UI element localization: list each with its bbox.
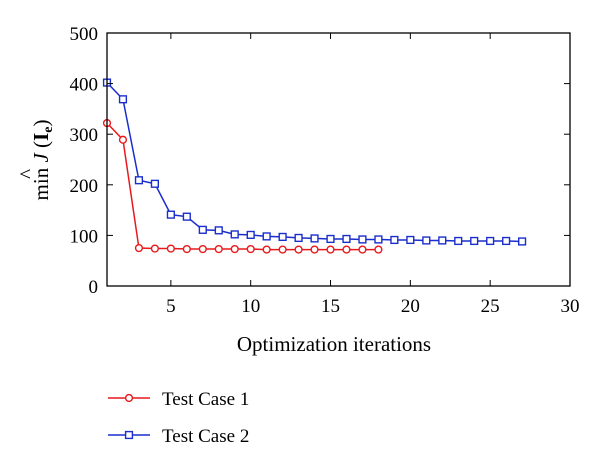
data-point-series-2 bbox=[150, 179, 159, 188]
data-point-series-1 bbox=[358, 245, 367, 254]
data-point-series-2 bbox=[134, 176, 144, 185]
y-tick-label: 200 bbox=[70, 176, 99, 197]
y-axis-label-arg: I bbox=[29, 133, 53, 141]
data-point-series-2 bbox=[294, 233, 303, 243]
data-point-series-2 bbox=[262, 232, 271, 241]
x-tick-label: 20 bbox=[401, 296, 420, 317]
y-tick-label: 500 bbox=[70, 24, 99, 45]
data-point-series-2 bbox=[422, 236, 431, 245]
y-tick-label: 400 bbox=[70, 75, 99, 96]
x-tick-label: 5 bbox=[166, 296, 176, 317]
data-point-series-1 bbox=[150, 244, 159, 253]
data-point-series-2 bbox=[278, 232, 287, 242]
data-point-series-1 bbox=[198, 244, 207, 254]
y-tick-label: 100 bbox=[70, 226, 99, 247]
data-point-series-1 bbox=[294, 245, 303, 254]
data-point-series-1 bbox=[374, 245, 383, 254]
data-point-series-1 bbox=[262, 245, 271, 254]
data-point-series-2 bbox=[470, 236, 479, 246]
data-point-series-2 bbox=[342, 234, 351, 244]
x-tick-label: 30 bbox=[561, 296, 580, 317]
y-axis-label-sub: e bbox=[41, 127, 56, 133]
data-point-series-2 bbox=[374, 235, 383, 244]
data-point-series-2 bbox=[390, 235, 399, 245]
data-point-series-2 bbox=[214, 226, 223, 235]
x-tick-label: 15 bbox=[321, 296, 340, 317]
y-axis-label-prefix: min bbox=[29, 163, 53, 201]
legend-item-2: Test Case 2 bbox=[108, 426, 249, 447]
data-point-series-2 bbox=[486, 236, 495, 246]
y-tick-label: 300 bbox=[70, 125, 99, 146]
legend-label: Test Case 1 bbox=[162, 389, 249, 410]
legend-marker bbox=[124, 430, 134, 440]
data-point-series-1 bbox=[278, 245, 287, 254]
legend-label: Test Case 2 bbox=[162, 426, 249, 447]
data-point-series-2 bbox=[230, 230, 239, 239]
x-axis-label: Optimization iterations bbox=[237, 332, 431, 356]
data-point-series-2 bbox=[502, 236, 511, 246]
data-point-series-1 bbox=[326, 245, 335, 254]
data-point-series-2 bbox=[326, 234, 335, 244]
legend: Test Case 1 Test Case 2 bbox=[108, 389, 249, 447]
data-point-series-2 bbox=[182, 212, 191, 221]
data-point-series-2 bbox=[310, 234, 319, 243]
y-axis-label-symbol: J bbox=[29, 152, 53, 163]
data-point-series-1 bbox=[166, 244, 175, 253]
data-point-series-1 bbox=[310, 245, 319, 254]
data-point-series-2 bbox=[246, 230, 255, 239]
data-point-series-2 bbox=[198, 225, 207, 234]
y-axis-label-hat: ^ bbox=[15, 169, 39, 179]
data-point-series-1 bbox=[342, 245, 351, 254]
data-point-series-2 bbox=[518, 237, 527, 246]
y-axis-label-close: ) bbox=[29, 120, 53, 127]
svg-text:min J (Ie): min J (Ie) bbox=[29, 120, 56, 201]
data-point-series-2 bbox=[166, 210, 175, 219]
data-point-series-1 bbox=[134, 243, 144, 253]
data-point-series-1 bbox=[214, 244, 223, 254]
data-point-series-2 bbox=[358, 235, 367, 244]
y-tick-label: 0 bbox=[89, 277, 99, 298]
data-point-series-1 bbox=[182, 244, 191, 254]
legend-item-1: Test Case 1 bbox=[108, 389, 249, 410]
data-point-series-1 bbox=[230, 244, 239, 254]
plot-layer bbox=[102, 78, 527, 254]
data-point-series-2 bbox=[118, 95, 128, 104]
series-line-1 bbox=[106, 122, 379, 251]
x-tick-label: 10 bbox=[241, 296, 260, 317]
y-axis-label: min J (Ie) ^ bbox=[15, 120, 56, 201]
y-axis-label-open: ( bbox=[29, 141, 53, 153]
data-point-series-2 bbox=[454, 236, 463, 246]
data-point-series-2 bbox=[406, 235, 415, 245]
x-tick-label: 25 bbox=[481, 296, 500, 317]
plot-frame bbox=[106, 32, 571, 287]
data-point-series-1 bbox=[246, 244, 255, 254]
data-point-series-2 bbox=[438, 236, 447, 245]
data-point-series-1 bbox=[118, 135, 128, 144]
legend-marker bbox=[124, 393, 134, 403]
